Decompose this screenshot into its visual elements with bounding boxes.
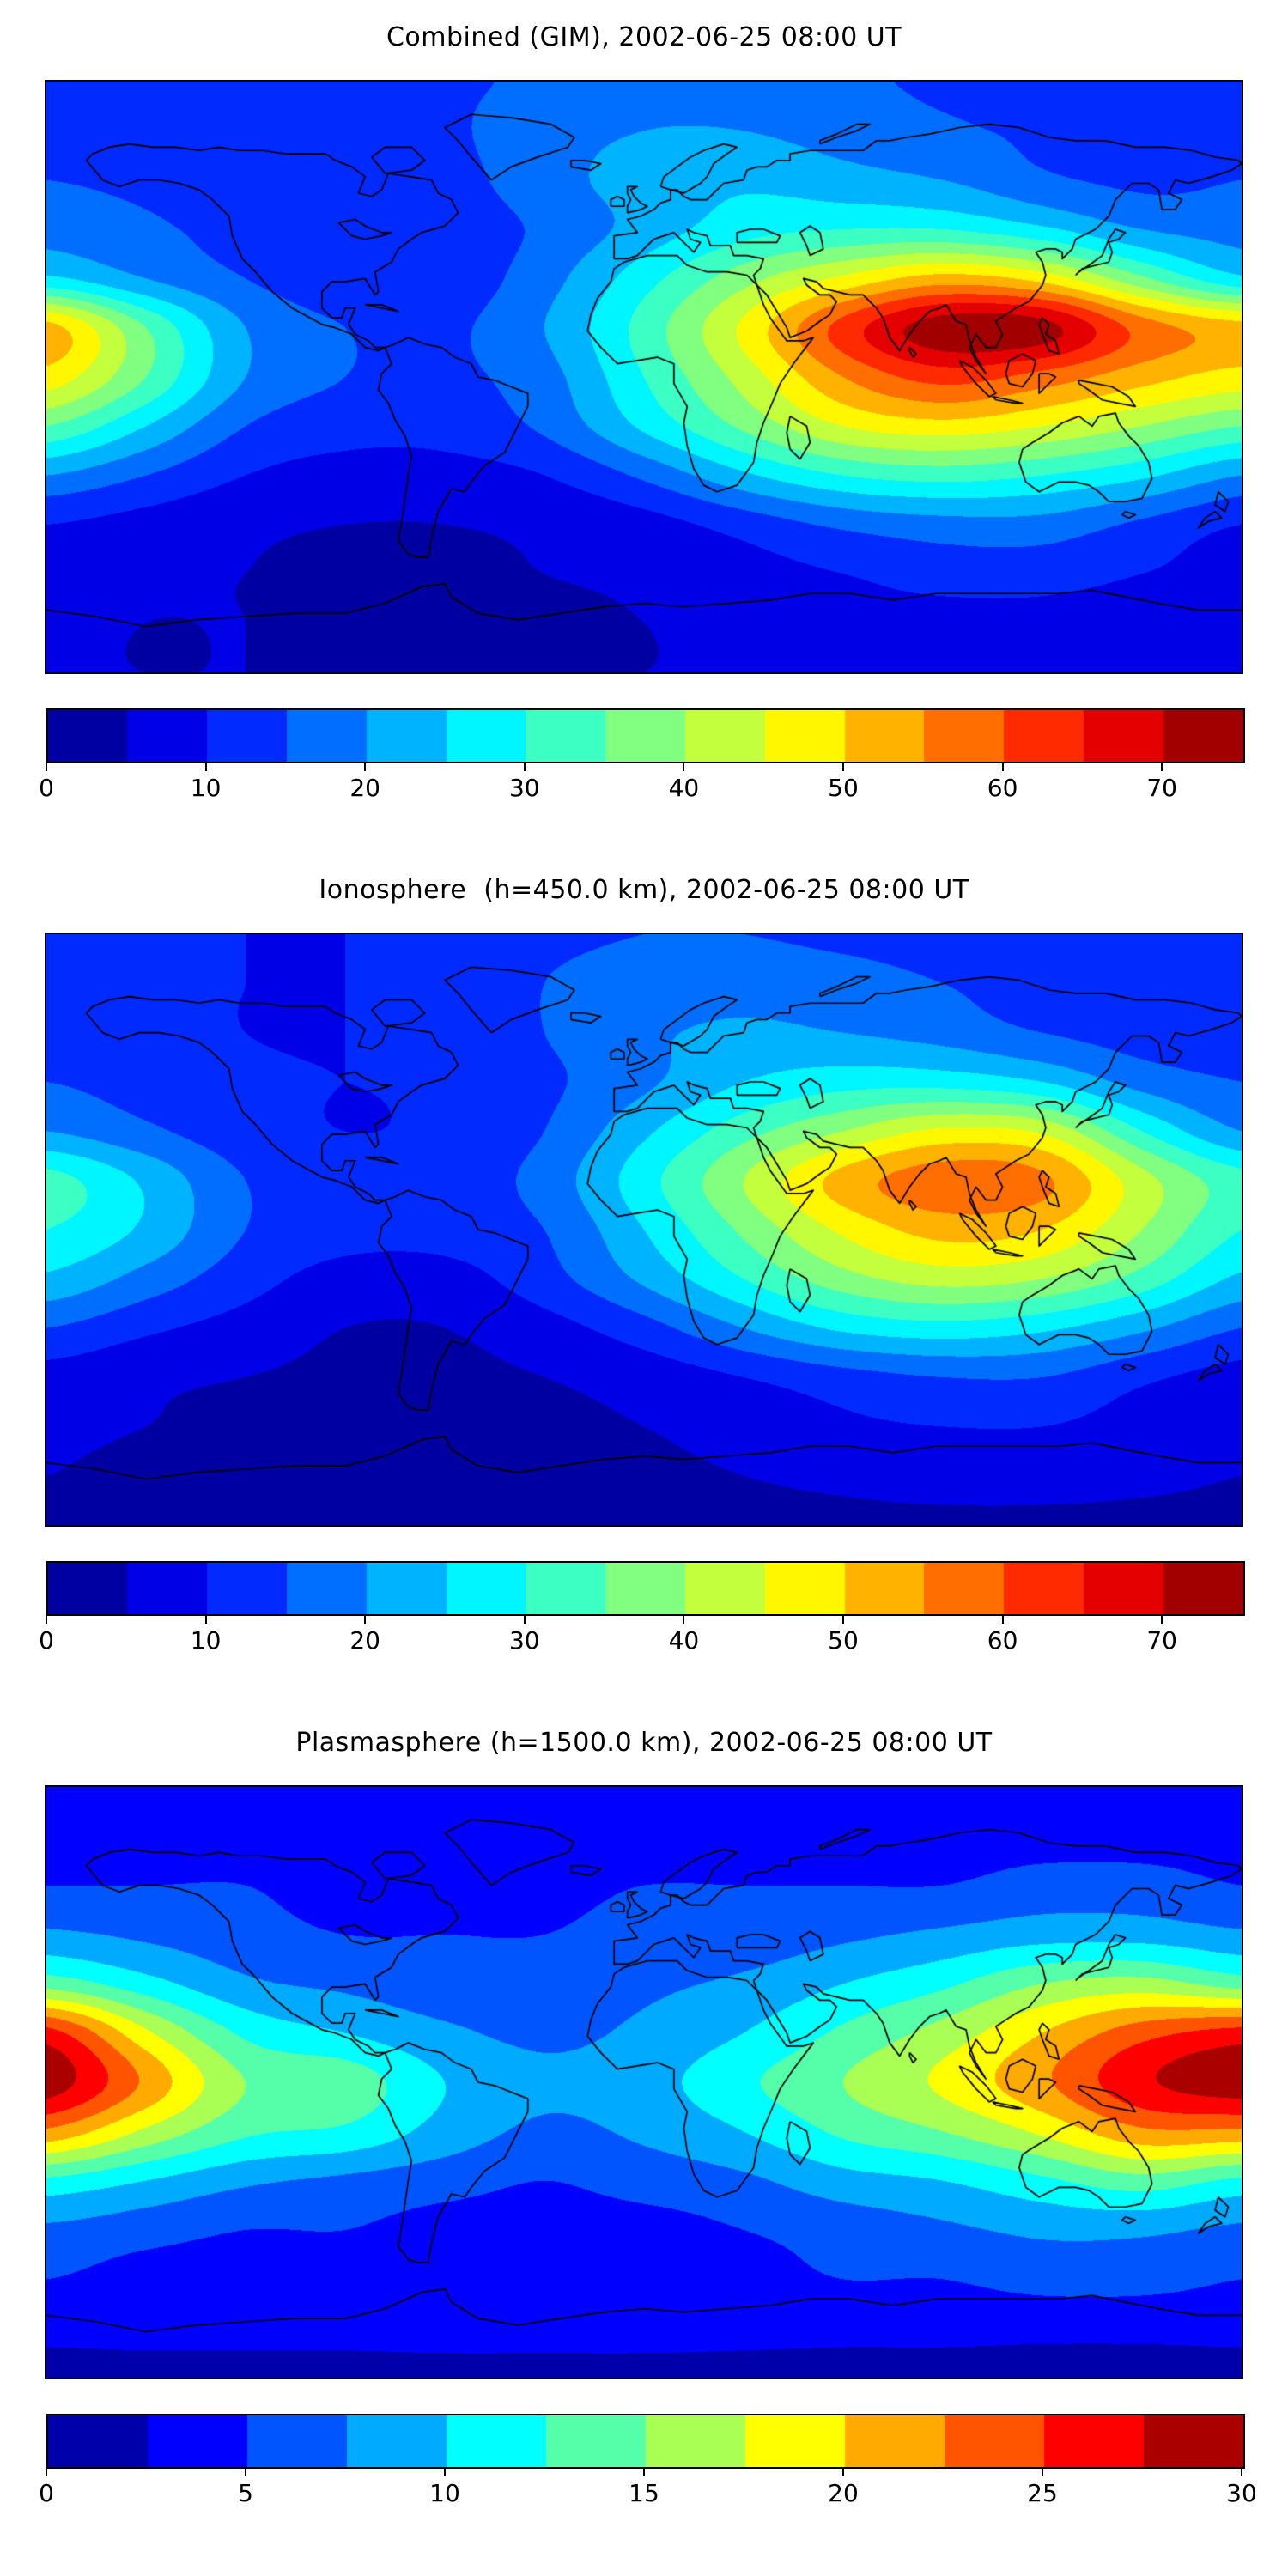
colorbar-tick-label: 50 [828, 1626, 859, 1655]
colorbar-tick-mark [842, 763, 844, 771]
colorbar-tick-mark [364, 763, 367, 771]
colorbar-tick-label: 30 [1226, 2479, 1257, 2507]
colorbar-ticks-combined: 0 10 20 30 40 50 60 70 [39, 763, 1242, 811]
colorbar-tick-mark [46, 2469, 47, 2476]
colorbar-tick-label: 10 [190, 774, 222, 802]
colorbar-tick-label: 50 [828, 774, 859, 802]
colorbar-tick-label: 60 [987, 774, 1018, 802]
colorbar-tick-mark [1001, 763, 1004, 771]
colorbar-tick-label: 0 [39, 2479, 54, 2507]
colorbar-tick-label: 70 [1146, 1626, 1178, 1655]
chart-title-plasmasphere: Plasmasphere (h=1500.0 km), 2002-06-25 0… [295, 1728, 993, 1758]
map-frame-plasmasphere [45, 1785, 1243, 2379]
colorbar-tick-mark [204, 763, 207, 771]
colorbar-tick-mark [364, 1616, 367, 1624]
world-contour-map-plasmasphere [46, 1787, 1242, 2378]
colorbar-tick-label: 20 [349, 774, 381, 802]
colorbar-tick-mark [1161, 1616, 1163, 1624]
colorbar-tick-label: 10 [429, 2479, 460, 2507]
colorbar-gradient-combined [46, 708, 1245, 763]
colorbar-tick-mark [523, 1616, 526, 1624]
colorbar-plasmasphere: 0 5 10 15 20 25 30 [39, 2414, 1257, 2517]
map-frame-combined [45, 80, 1243, 674]
colorbar-ticks-plasmasphere: 0 5 10 15 20 25 30 [39, 2469, 1257, 2517]
colorbar-tick-mark [1161, 763, 1163, 771]
colorbar-tick-mark [46, 1616, 47, 1624]
colorbar-ticks-ionosphere: 0 10 20 30 40 50 60 70 [39, 1616, 1242, 1664]
colorbar-tick-label: 30 [508, 1626, 540, 1655]
colorbar-tick-label: 5 [238, 2479, 253, 2507]
colorbar-tick-label: 0 [39, 1626, 54, 1655]
colorbar-tick-label: 0 [39, 774, 54, 802]
colorbar-tick-mark [444, 2469, 446, 2476]
colorbar-tick-label: 60 [987, 1626, 1018, 1655]
colorbar-tick-mark [46, 763, 47, 771]
world-contour-map-combined [46, 82, 1242, 672]
panel-combined-gim: Combined (GIM), 2002-06-25 08:00 UT 0 10 2… [0, 22, 1288, 811]
colorbar-tick-label: 25 [1027, 2479, 1058, 2507]
colorbar-tick-mark [1001, 1616, 1004, 1624]
panel-ionosphere: Ionosphere (h=450.0 km), 2002-06-25 08:0… [0, 875, 1288, 1664]
colorbar-tick-label: 15 [629, 2479, 659, 2507]
colorbar-tick-label: 40 [668, 774, 700, 802]
colorbar-tick-mark [1042, 2469, 1043, 2476]
colorbar-gradient-plasmasphere [46, 2414, 1245, 2469]
map-frame-ionosphere [45, 933, 1243, 1527]
colorbar-tick-label: 40 [668, 1626, 700, 1655]
colorbar-tick-label: 20 [349, 1626, 381, 1655]
colorbar-tick-mark [683, 763, 685, 771]
chart-title-ionosphere: Ionosphere (h=450.0 km), 2002-06-25 08:0… [319, 875, 969, 905]
colorbar-tick-label: 20 [828, 2479, 859, 2507]
chart-title-combined: Combined (GIM), 2002-06-25 08:00 UT [386, 22, 902, 52]
colorbar-tick-label: 70 [1146, 774, 1178, 802]
colorbar-tick-mark [842, 1616, 844, 1624]
colorbar-ionosphere: 0 10 20 30 40 50 60 70 [39, 1561, 1245, 1664]
colorbar-gradient-ionosphere [46, 1561, 1245, 1616]
colorbar-tick-mark [643, 2469, 645, 2476]
colorbar-tick-mark [842, 2469, 844, 2476]
colorbar-tick-mark [204, 1616, 207, 1624]
colorbar-tick-mark [1241, 2469, 1242, 2476]
colorbar-tick-label: 10 [190, 1626, 222, 1655]
colorbar-tick-mark [523, 763, 526, 771]
colorbar-tick-label: 30 [508, 774, 540, 802]
panel-plasmasphere: Plasmasphere (h=1500.0 km), 2002-06-25 0… [0, 1728, 1288, 2517]
colorbar-tick-mark [245, 2469, 246, 2476]
world-contour-map-ionosphere [46, 934, 1242, 1525]
colorbar-tick-mark [683, 1616, 685, 1624]
colorbar-combined: 0 10 20 30 40 50 60 70 [39, 708, 1245, 811]
